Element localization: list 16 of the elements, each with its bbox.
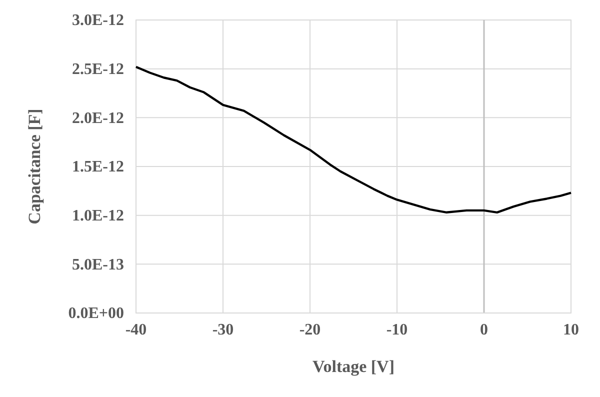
y-tick-label: 2.5E-12 xyxy=(72,60,124,78)
x-tick-label: 0 xyxy=(480,321,488,338)
x-tick-label: 10 xyxy=(563,321,579,338)
x-tick-label: -40 xyxy=(125,321,147,338)
y-axis-title: Capacitance [F] xyxy=(25,108,44,224)
x-axis-title: Voltage [V] xyxy=(312,357,394,376)
y-tick-label: 1.5E-12 xyxy=(72,158,124,176)
y-tick-label: 3.0E-12 xyxy=(72,12,124,30)
y-tick-label: 2.0E-12 xyxy=(72,110,124,127)
y-tick-label: 5.0E-13 xyxy=(72,256,124,274)
y-tick-label: 1.0E-12 xyxy=(72,207,124,224)
x-tick-label: -10 xyxy=(386,321,408,338)
x-tick-label: -30 xyxy=(212,321,234,338)
y-tick-label: 0.0E+00 xyxy=(68,305,124,322)
line-series xyxy=(134,66,572,214)
x-tick-label: -20 xyxy=(299,321,321,338)
